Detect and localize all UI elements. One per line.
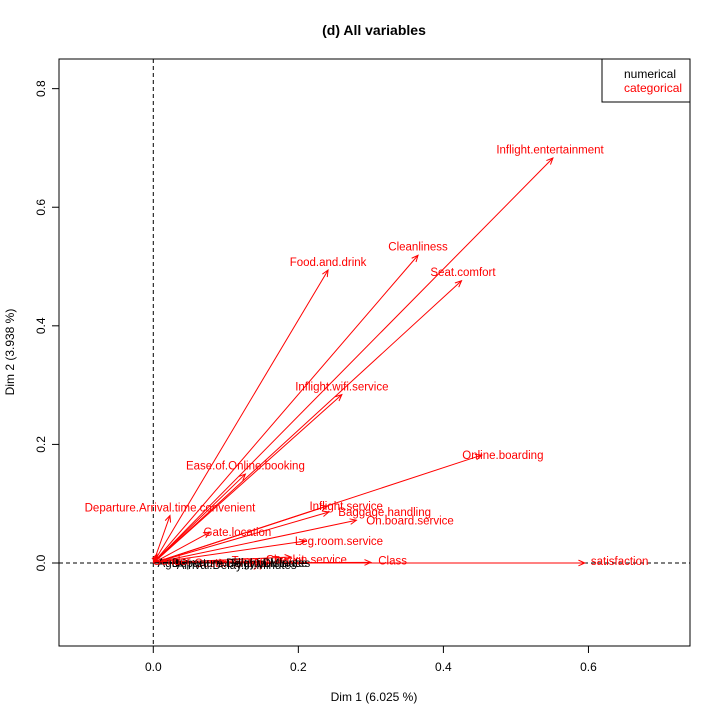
label-arrival-delay-in-minutes: Arrival.Delay.in.Minutes [177,560,297,572]
arrow-cleanliness [152,254,419,564]
y-tick-label: 0.6 [34,199,48,216]
label-ease-of-online-booking: Ease.of.Online.booking [186,461,305,473]
plot-frame [58,58,691,647]
label-class: Class [378,556,407,568]
arrow-gender [151,552,158,564]
label-baggage-handling: Baggage.handling [338,507,431,519]
variable-arrows [151,157,587,567]
y-tick-label: 0.4 [34,317,48,334]
arrow-inflight-entertainment [152,157,554,564]
label-age: Age [158,558,178,570]
label-gender: Gender [152,556,191,568]
arrow-leg-room-service [153,538,307,564]
legend-entry-categorical: categorical [624,81,682,95]
legend-box [601,58,691,103]
label-departure-delay-in-minutes: Departure.Delay.in.Minutes [172,558,311,570]
chart-title: (d) All variables [322,22,426,38]
arrow-gate-location [153,531,211,564]
label-food-and-drink: Food.and.drink [290,257,367,269]
arrow-seat-comfort [152,279,463,564]
label-type-of-travel: Type.of.Travel [232,556,304,568]
arrow-on-board-service [153,518,358,564]
x-axis: 0.0 0.2 0.4 0.6 [145,646,597,674]
x-axis-label: Dim 1 (6.025 %) [331,690,418,704]
label-seat-comfort: Seat.comfort [430,267,496,279]
y-tick-label: 0.0 [34,554,48,571]
x-tick-label: 0.0 [145,660,162,674]
y-axis: 0.0 0.2 0.4 0.6 0.8 [34,80,59,571]
variable-labels: Inflight.entertainment Cleanliness Seat.co… [85,145,649,572]
label-flight-distance: Flight.Distance [231,558,307,570]
x-tick-label: 0.4 [435,660,452,674]
arrow-baggage-handling [153,510,330,564]
label-departure-arrival-time-convenient: Departure.Arrival.time.convenient [85,502,256,514]
label-inflight-entertainment: Inflight.entertainment [496,145,604,157]
label-satisfaction: satisfaction [591,556,649,568]
label-online-boarding: Online.boarding [462,450,543,462]
y-tick-label: 0.2 [34,436,48,453]
label-inflight-wifi-service: Inflight.wifi.service [295,381,388,393]
arrow-inflight-service [153,504,329,564]
label-gate-location: Gate.location [204,527,272,539]
x-tick-label: 0.6 [580,660,597,674]
y-tick-label: 0.8 [34,80,48,97]
x-tick-label: 0.2 [290,660,307,674]
arrow-ease-of-online-booking [152,473,247,564]
arrow-age [153,558,191,566]
label-checkin-service: Checkin.service [266,554,347,566]
arrow-inflight-wifi-service [152,393,343,564]
label-inflight-service: Inflight.service [309,501,383,513]
legend-entry-numerical: numerical [624,67,676,81]
label-customer-type: Customer.Type [194,558,271,570]
label-leg-room-service: Leg.room.service [295,536,383,548]
label-cleanliness: Cleanliness [388,241,448,253]
arrow-food-and-drink [152,269,329,564]
label-on-board-service: On.board.service [366,515,454,527]
y-axis-label: Dim 2 (3.938 %) [3,309,17,396]
legend: numerical categorical [601,58,691,103]
